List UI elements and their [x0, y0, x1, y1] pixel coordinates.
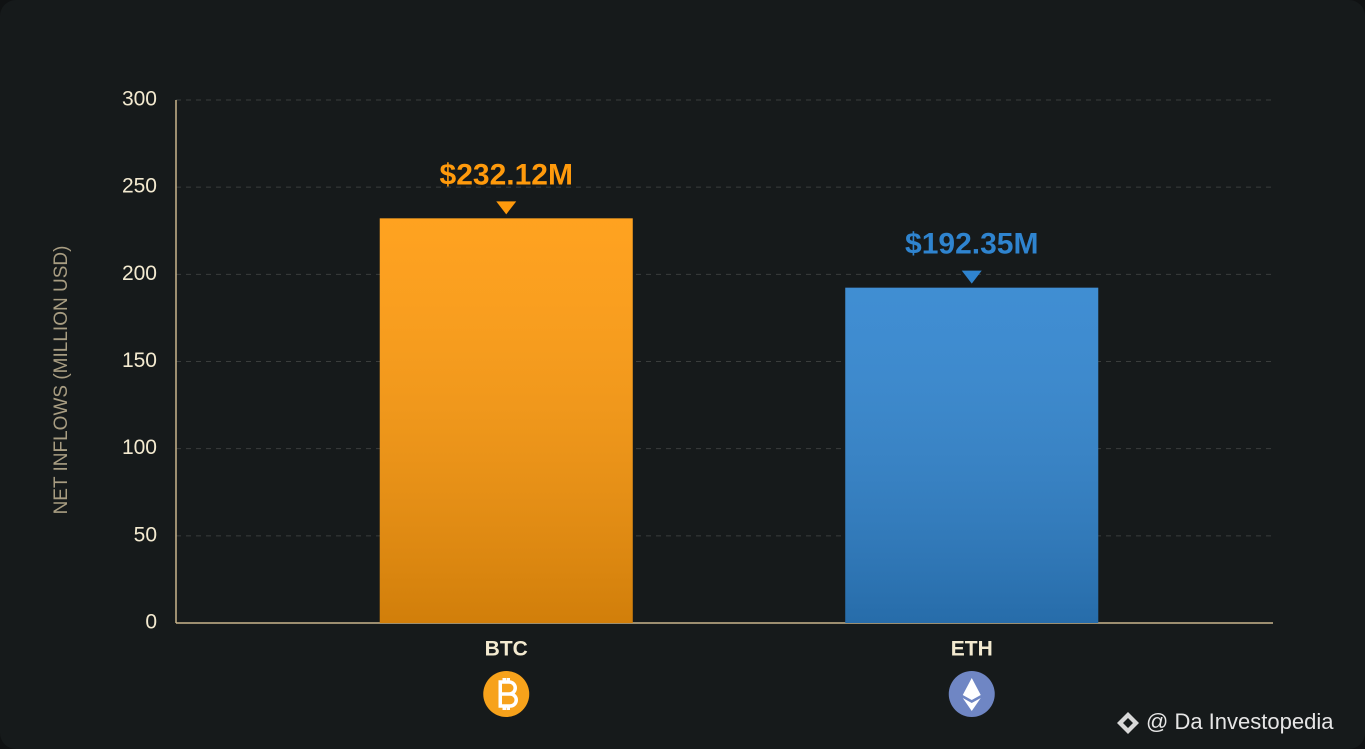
value-pointer: [496, 201, 517, 215]
bar-shade: [379, 218, 633, 623]
watermark-icon: [1117, 712, 1139, 734]
y-tick-label: 100: [122, 436, 157, 459]
y-tick-label: 250: [122, 175, 157, 198]
y-tick-label: 0: [145, 611, 157, 634]
value-label: $192.35M: [905, 228, 1038, 261]
y-tick-label: 200: [122, 262, 157, 285]
value-pointer: [961, 270, 982, 284]
y-tick-label: 300: [122, 88, 157, 111]
bar-shade: [845, 287, 1099, 623]
y-tick-label: 50: [134, 523, 157, 546]
x-tick-label: ETH: [951, 638, 993, 661]
y-axis-label: NET INFLOWS (MILLION USD): [51, 246, 72, 515]
y-tick-label: 150: [122, 349, 157, 372]
eth-icon-glyph: [962, 678, 981, 711]
value-label: $232.12M: [440, 158, 573, 191]
x-tick-label: BTC: [485, 638, 528, 661]
watermark: @ Da Investopedia: [1146, 709, 1334, 734]
btc-icon-glyph: [498, 678, 518, 710]
